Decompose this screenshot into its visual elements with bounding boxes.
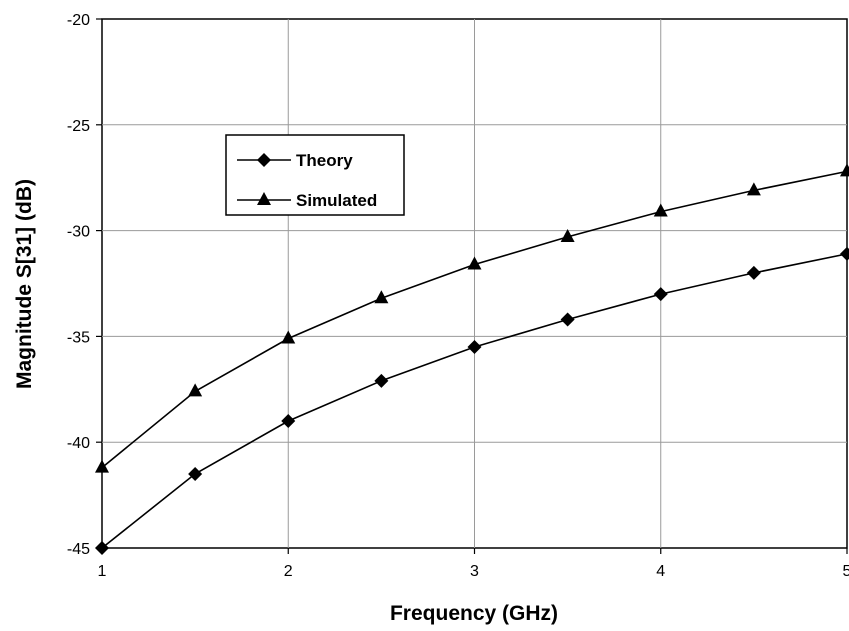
- legend-marker-triangle-icon: [257, 192, 271, 205]
- point-theory: [560, 312, 575, 327]
- x-tick-label: 2: [284, 563, 293, 580]
- point-simulated: [188, 383, 203, 397]
- y-axis-title: Magnitude S[31] (dB): [13, 179, 36, 389]
- point-simulated: [840, 163, 849, 177]
- point-simulated: [281, 330, 296, 344]
- legend-marker-diamond-icon: [257, 153, 271, 167]
- point-simulated: [653, 203, 668, 217]
- x-tick-label: 3: [470, 563, 479, 580]
- x-tick-labels: 1 2 3 4 5: [98, 563, 849, 580]
- point-theory: [467, 339, 482, 354]
- point-theory: [840, 246, 849, 261]
- x-tick-label: 1: [98, 563, 107, 580]
- point-simulated: [746, 182, 761, 196]
- x-tick-label: 5: [843, 563, 849, 580]
- y-tick-label: -45: [67, 541, 90, 558]
- y-tick-label: -25: [67, 118, 90, 135]
- point-theory: [281, 414, 296, 429]
- series-layer: [95, 163, 849, 555]
- point-theory: [746, 265, 761, 280]
- y-tick-label: -35: [67, 329, 90, 346]
- y-tick-label: -30: [67, 224, 90, 241]
- point-simulated: [467, 256, 482, 270]
- legend: Theory Simulated: [225, 134, 405, 216]
- x-tick-label: 4: [656, 563, 665, 580]
- legend-box: [225, 134, 405, 216]
- point-theory: [95, 541, 109, 555]
- legend-label-simulated: Simulated: [296, 191, 377, 210]
- y-tick-label: -40: [67, 435, 90, 452]
- point-simulated: [95, 459, 109, 473]
- x-axis-title: Frequency (GHz): [390, 602, 558, 625]
- point-theory: [653, 287, 668, 302]
- point-simulated: [374, 290, 389, 304]
- point-theory: [188, 466, 203, 481]
- y-tick-labels: -45 -40 -35 -30 -25 -20: [67, 12, 90, 558]
- point-theory: [374, 373, 389, 388]
- y-tick-label: -20: [67, 12, 90, 29]
- legend-label-theory: Theory: [296, 151, 353, 170]
- point-simulated: [560, 228, 575, 242]
